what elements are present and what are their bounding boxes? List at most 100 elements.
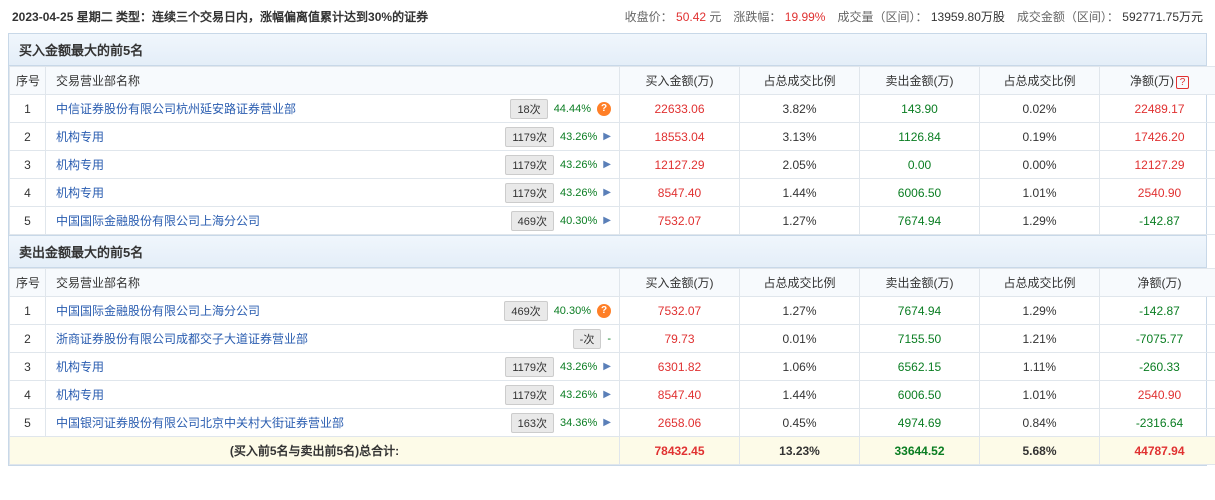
cell-sell-amt: 4974.69	[860, 409, 980, 437]
dept-link[interactable]: 机构专用	[56, 130, 104, 144]
win-pct: 40.30%	[560, 215, 597, 227]
cell-sell-pct: 0.84%	[980, 409, 1100, 437]
col-buy-amt: 买入金额(万)	[620, 67, 740, 95]
cell-sell-amt: 7155.50	[860, 325, 980, 353]
dept-link[interactable]: 浙商证券股份有限公司成都交子大道证券营业部	[56, 332, 308, 346]
freq-badge[interactable]: 469次	[504, 301, 547, 321]
cell-buy-amt: 8547.40	[620, 381, 740, 409]
volume: 成交量（区间）： 13959.80万股	[837, 8, 1004, 25]
freq-badge[interactable]: 1179次	[505, 155, 554, 175]
dept-link[interactable]: 中国国际金融股份有限公司上海分公司	[56, 214, 260, 228]
badge-group: 1179次43.26%▶	[505, 155, 611, 175]
cell-buy-amt: 22633.06	[620, 95, 740, 123]
table-header-row: 序号 交易营业部名称 买入金额(万) 占总成交比例 卖出金额(万) 占总成交比例…	[10, 269, 1215, 297]
question-icon[interactable]: ?	[597, 304, 611, 318]
win-pct: -	[607, 333, 611, 345]
dept-link[interactable]: 中国国际金融股份有限公司上海分公司	[56, 304, 260, 318]
freq-badge[interactable]: 18次	[510, 99, 547, 119]
buy-table: 序号 交易营业部名称 买入金额(万) 占总成交比例 卖出金额(万) 占总成交比例…	[9, 66, 1215, 235]
header-stats: 收盘价： 50.42 元 涨跌幅： 19.99% 成交量（区间）： 13959.…	[625, 8, 1203, 25]
close-price: 收盘价： 50.42 元	[625, 8, 722, 25]
cell-idx: 3	[10, 151, 46, 179]
freq-badge[interactable]: 1179次	[505, 127, 554, 147]
help-icon[interactable]: ?	[1176, 76, 1189, 89]
total-buy-pct: 13.23%	[740, 437, 860, 465]
cell-name: 机构专用 1179次43.26%▶	[46, 179, 620, 207]
cell-name: 机构专用1179次43.26%▶	[46, 123, 620, 151]
win-pct: 44.44%	[554, 103, 591, 115]
badge-group: 18次 44.44%?	[510, 99, 611, 119]
badge-group: 469次40.30%?	[504, 301, 611, 321]
table-row: 3机构专用1179次43.26%▶12127.292.05%0.000.00%1…	[10, 151, 1215, 179]
cell-buy-amt: 79.73	[620, 325, 740, 353]
badge-group: 1179次43.26%▶	[505, 385, 611, 405]
cell-sell-pct: 1.21%	[980, 325, 1100, 353]
cell-idx: 2	[10, 123, 46, 151]
arrow-right-icon[interactable]: ▶	[603, 131, 611, 142]
cell-sell-pct: 1.01%	[980, 179, 1100, 207]
question-icon[interactable]: ?	[597, 102, 611, 116]
table-row: 4机构专用1179次43.26%▶8547.401.44%6006.501.01…	[10, 381, 1215, 409]
col-idx: 序号	[10, 269, 46, 297]
cell-sell-amt: 0.00	[860, 151, 980, 179]
badge-group: 1179次 43.26% ▶	[505, 357, 611, 377]
total-net: 44787.94	[1100, 437, 1215, 465]
cell-buy-pct: 1.27%	[740, 297, 860, 325]
arrow-right-icon[interactable]: ▶	[603, 215, 611, 226]
freq-badge[interactable]: 469次	[511, 211, 554, 231]
cell-sell-amt: 6006.50	[860, 381, 980, 409]
cell-idx: 1	[10, 95, 46, 123]
cell-idx: 4	[10, 179, 46, 207]
cell-buy-amt: 8547.40	[620, 179, 740, 207]
win-pct: 43.26%	[560, 361, 597, 373]
dept-link[interactable]: 机构专用	[56, 186, 104, 200]
dept-link[interactable]: 机构专用	[56, 388, 104, 402]
cell-sell-pct: 1.11%	[980, 353, 1100, 381]
win-pct: 34.36%	[560, 417, 597, 429]
dept-link[interactable]: 中国银河证券股份有限公司北京中关村大街证券营业部	[56, 416, 344, 430]
arrow-right-icon[interactable]: ▶	[603, 389, 611, 400]
col-net: 净额(万)?	[1100, 67, 1215, 95]
badge-group: 1179次43.26%▶	[505, 183, 611, 203]
cell-buy-pct: 3.13%	[740, 123, 860, 151]
summary-header: 2023-04-25 星期二 类型：连续三个交易日内，涨幅偏离值累计达到30%的…	[0, 0, 1215, 33]
sell-table: 序号 交易营业部名称 买入金额(万) 占总成交比例 卖出金额(万) 占总成交比例…	[9, 268, 1215, 465]
cell-name: 机构专用 1179次43.26%▶	[46, 381, 620, 409]
cell-name: 机构专用 1179次43.26%▶	[46, 151, 620, 179]
table-row: 1中国国际金融股份有限公司上海分公司469次40.30%?7532.071.27…	[10, 297, 1215, 325]
table-header-row: 序号 交易营业部名称 买入金额(万) 占总成交比例 卖出金额(万) 占总成交比例…	[10, 67, 1215, 95]
dept-link[interactable]: 机构专用	[56, 360, 104, 374]
arrow-right-icon[interactable]: ▶	[603, 187, 611, 198]
cell-net: -7075.77	[1100, 325, 1215, 353]
col-sell-pct: 占总成交比例	[980, 269, 1100, 297]
total-sell-amt: 33644.52	[860, 437, 980, 465]
cell-sell-pct: 0.19%	[980, 123, 1100, 151]
col-buy-amt: 买入金额(万)	[620, 269, 740, 297]
cell-net: -142.87	[1100, 297, 1215, 325]
freq-badge[interactable]: -次	[573, 329, 602, 349]
cell-net: -142.87	[1100, 207, 1215, 235]
cell-buy-pct: 1.44%	[740, 381, 860, 409]
freq-badge[interactable]: 1179次	[505, 385, 554, 405]
table-row: 2机构专用1179次43.26%▶18553.043.13%1126.840.1…	[10, 123, 1215, 151]
dept-link[interactable]: 中信证券股份有限公司杭州延安路证券营业部	[56, 102, 296, 116]
table-row: 4机构专用1179次43.26%▶8547.401.44%6006.501.01…	[10, 179, 1215, 207]
cell-sell-pct: 1.29%	[980, 207, 1100, 235]
freq-badge[interactable]: 1179次	[505, 183, 554, 203]
col-sell-pct: 占总成交比例	[980, 67, 1100, 95]
cell-sell-amt: 7674.94	[860, 207, 980, 235]
cell-buy-amt: 6301.82	[620, 353, 740, 381]
freq-badge[interactable]: 1179次	[505, 357, 554, 377]
col-idx: 序号	[10, 67, 46, 95]
arrow-right-icon[interactable]: ▶	[603, 417, 611, 428]
cell-buy-amt: 12127.29	[620, 151, 740, 179]
cell-name: 机构专用 1179次 43.26% ▶	[46, 353, 620, 381]
dept-link[interactable]: 机构专用	[56, 158, 104, 172]
arrow-right-icon[interactable]: ▶	[603, 361, 611, 372]
cell-buy-pct: 1.44%	[740, 179, 860, 207]
cell-buy-amt: 7532.07	[620, 207, 740, 235]
table-row: 3机构专用1179次43.26%▶6301.821.06%6562.151.11…	[10, 353, 1215, 381]
arrow-right-icon[interactable]: ▶	[603, 159, 611, 170]
freq-badge[interactable]: 163次	[511, 413, 554, 433]
cell-name: 中国国际金融股份有限公司上海分公司 469次 40.30% ▶	[46, 207, 620, 235]
